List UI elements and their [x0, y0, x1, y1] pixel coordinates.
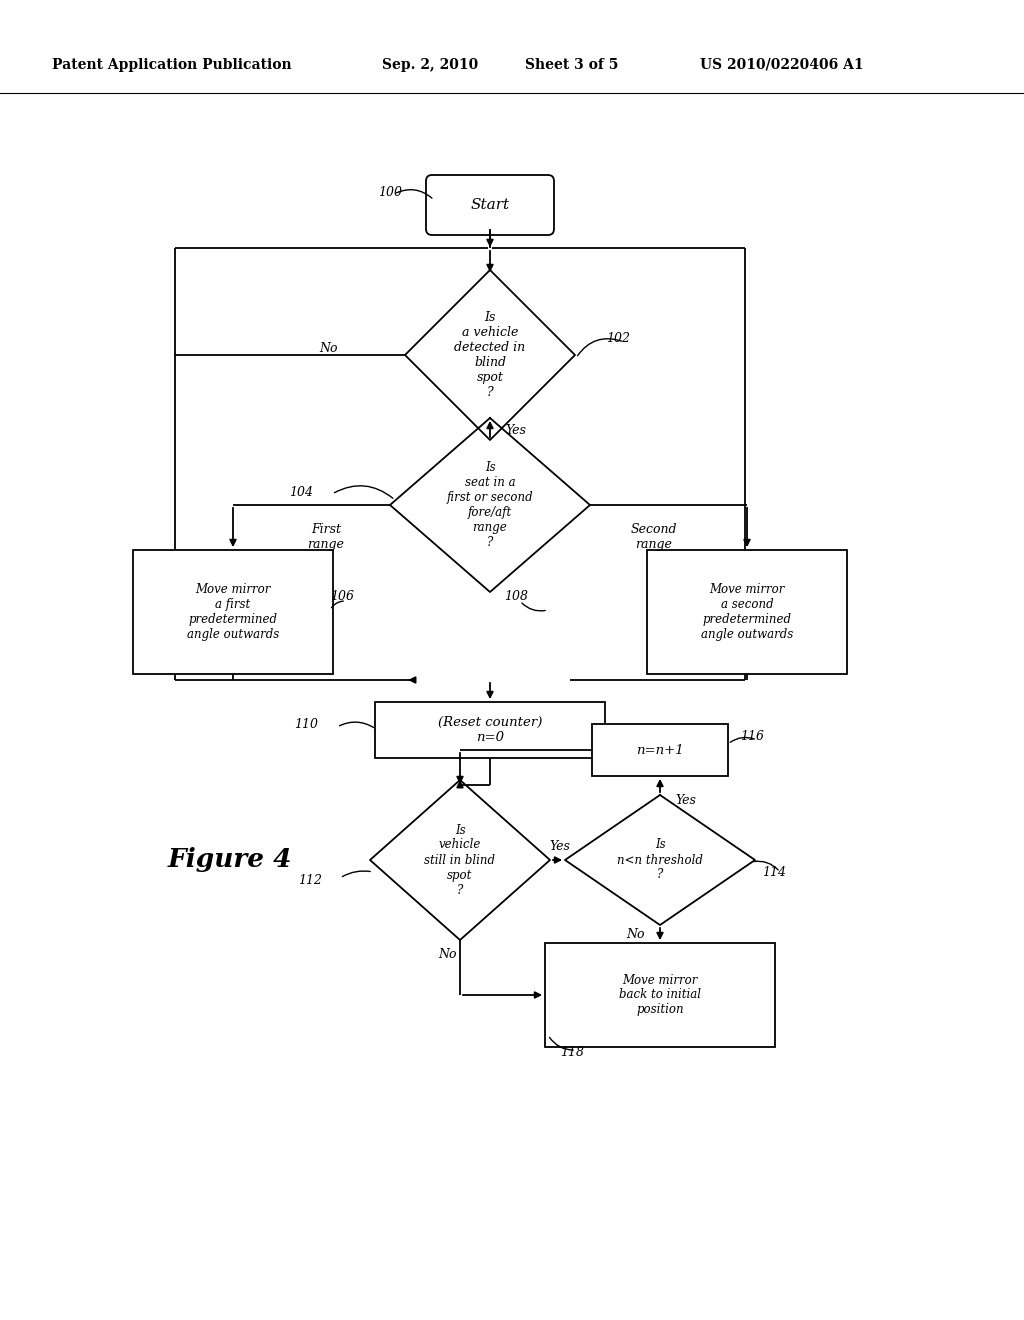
Text: Is
a vehicle
detected in
blind
spot
?: Is a vehicle detected in blind spot ? [455, 312, 525, 399]
Bar [592, 723, 728, 776]
Polygon shape [390, 418, 590, 591]
Text: Move mirror
a first
predetermined
angle outwards: Move mirror a first predetermined angle … [186, 583, 280, 642]
Text: Figure 4: Figure 4 [168, 847, 292, 873]
Text: Yes: Yes [550, 840, 570, 853]
Text: Yes: Yes [505, 424, 526, 437]
Text: 116: 116 [740, 730, 764, 743]
Text: Start: Start [470, 198, 510, 213]
Text: Patent Application Publication: Patent Application Publication [52, 58, 292, 73]
Text: 112: 112 [298, 874, 322, 887]
Text: No: No [319, 342, 338, 355]
Text: (Reset counter)
n=0: (Reset counter) n=0 [438, 715, 542, 744]
Bar [133, 550, 333, 675]
Text: Sep. 2, 2010: Sep. 2, 2010 [382, 58, 478, 73]
Text: Move mirror
back to initial
position: Move mirror back to initial position [618, 974, 701, 1016]
Text: No: No [627, 928, 645, 941]
Text: Is
vehicle
still in blind
spot
?: Is vehicle still in blind spot ? [425, 824, 496, 896]
Text: Yes: Yes [675, 793, 696, 807]
Text: No: No [438, 949, 458, 961]
Polygon shape [370, 780, 550, 940]
Text: US 2010/0220406 A1: US 2010/0220406 A1 [700, 58, 863, 73]
Text: 114: 114 [762, 866, 786, 879]
Text: 104: 104 [289, 486, 313, 499]
Polygon shape [565, 795, 755, 925]
Text: Is
n<n threshold
?: Is n<n threshold ? [617, 838, 702, 882]
Text: 100: 100 [378, 186, 402, 198]
Bar [375, 702, 605, 758]
Bar [545, 942, 775, 1047]
Text: 108: 108 [504, 590, 528, 603]
Text: First
range: First range [307, 523, 344, 550]
Text: Move mirror
a second
predetermined
angle outwards: Move mirror a second predetermined angle… [700, 583, 794, 642]
Polygon shape [406, 271, 575, 440]
Text: 102: 102 [606, 331, 630, 345]
Text: Second
range: Second range [631, 523, 677, 550]
FancyBboxPatch shape [426, 176, 554, 235]
Bar [647, 550, 847, 675]
Text: Sheet 3 of 5: Sheet 3 of 5 [525, 58, 618, 73]
Text: n=n+1: n=n+1 [636, 743, 684, 756]
Text: 110: 110 [294, 718, 318, 731]
Text: 106: 106 [330, 590, 354, 603]
Text: Is
seat in a
first or second
fore/aft
range
?: Is seat in a first or second fore/aft ra… [446, 461, 534, 549]
Text: 118: 118 [560, 1047, 584, 1060]
